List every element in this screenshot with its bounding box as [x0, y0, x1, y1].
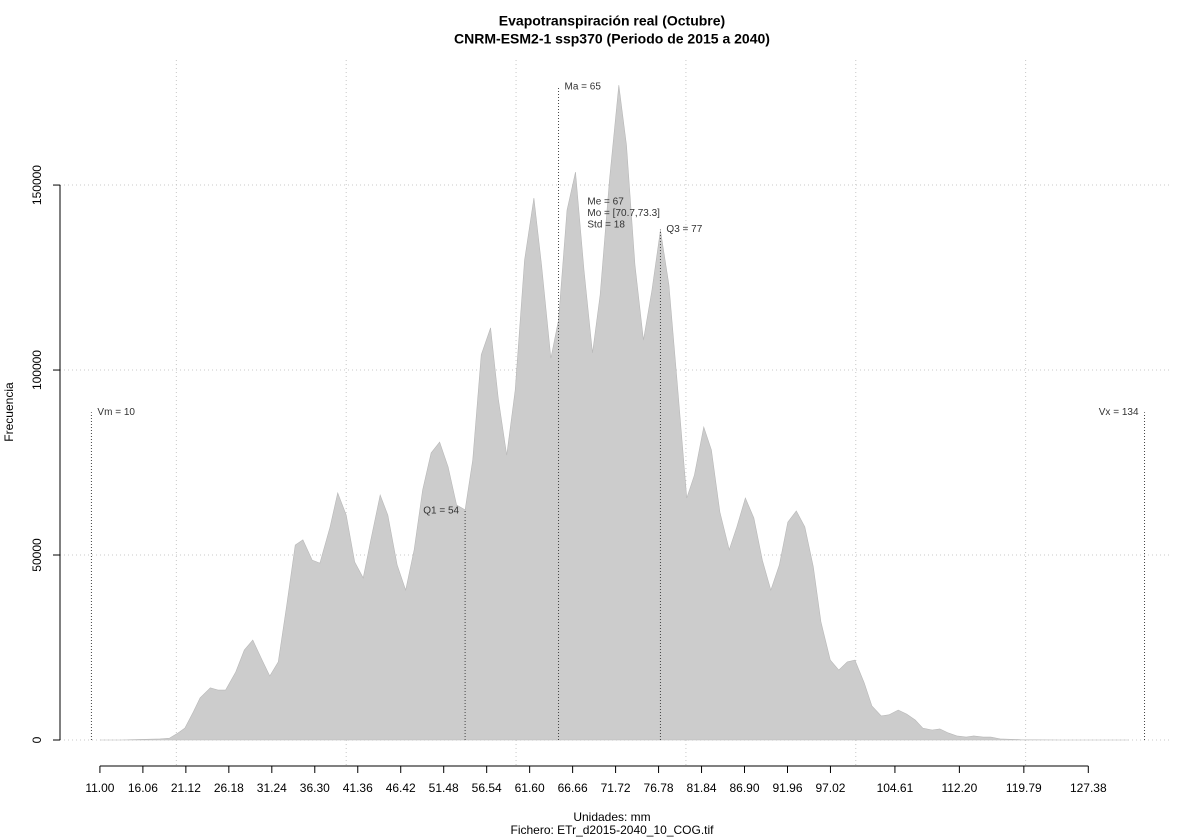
- x-tick-label: 16.06: [128, 781, 158, 795]
- y-tick-label: 50000: [30, 538, 44, 572]
- x-tick-label: 11.00: [85, 781, 114, 795]
- caption: Fichero: ETr_d2015-2040_10_COG.tif: [511, 823, 715, 837]
- x-tick-label: 76.78: [644, 781, 674, 795]
- x-tick-label: 81.84: [687, 781, 717, 795]
- x-tick-label: 31.24: [257, 781, 287, 795]
- area: [99, 85, 1129, 741]
- marker-label: Ma = 65: [565, 82, 602, 93]
- y-tick-label: 100000: [30, 350, 44, 390]
- x-tick-label: 97.02: [815, 781, 845, 795]
- marker-label: Vm = 10: [97, 407, 135, 418]
- x-tick-label: 119.79: [1006, 781, 1042, 795]
- x-tick-label: 112.20: [941, 781, 977, 795]
- x-tick-label: 41.36: [343, 781, 373, 795]
- x-tick-label: 104.61: [877, 781, 914, 795]
- x-tick-label: 26.18: [214, 781, 244, 795]
- marker-label: Q1 = 54: [423, 505, 459, 516]
- marker-label: Q3 = 77: [666, 224, 702, 235]
- x-tick-label: 36.30: [300, 781, 330, 795]
- note: Mo = [70.7,73.3]: [587, 208, 660, 219]
- x-tick-label: 56.54: [472, 781, 502, 795]
- y-axis-label: Frecuencia: [2, 382, 16, 442]
- x-axis-label: Unidades: mm: [573, 810, 650, 824]
- x-tick-label: 127.38: [1070, 781, 1107, 795]
- x-tick-label: 51.48: [429, 781, 459, 795]
- x-tick-label: 86.90: [729, 781, 759, 795]
- chart-subtitle: CNRM-ESM2-1 ssp370 (Periodo de 2015 a 20…: [454, 31, 770, 47]
- note: Std = 18: [587, 220, 625, 231]
- x-tick-label: 61.60: [515, 781, 545, 795]
- chart-title: Evapotranspiración real (Octubre): [499, 13, 725, 29]
- x-tick-label: 66.66: [558, 781, 588, 795]
- y-tick-label: 0: [30, 736, 44, 743]
- x-tick-label: 21.12: [171, 781, 201, 795]
- x-tick-label: 46.42: [386, 781, 416, 795]
- x-tick-label: 71.72: [601, 781, 631, 795]
- note: Me = 67: [587, 197, 624, 208]
- x-tick-label: 91.96: [772, 781, 802, 795]
- marker-label: Vx = 134: [1099, 407, 1139, 418]
- y-tick-label: 150000: [30, 165, 44, 205]
